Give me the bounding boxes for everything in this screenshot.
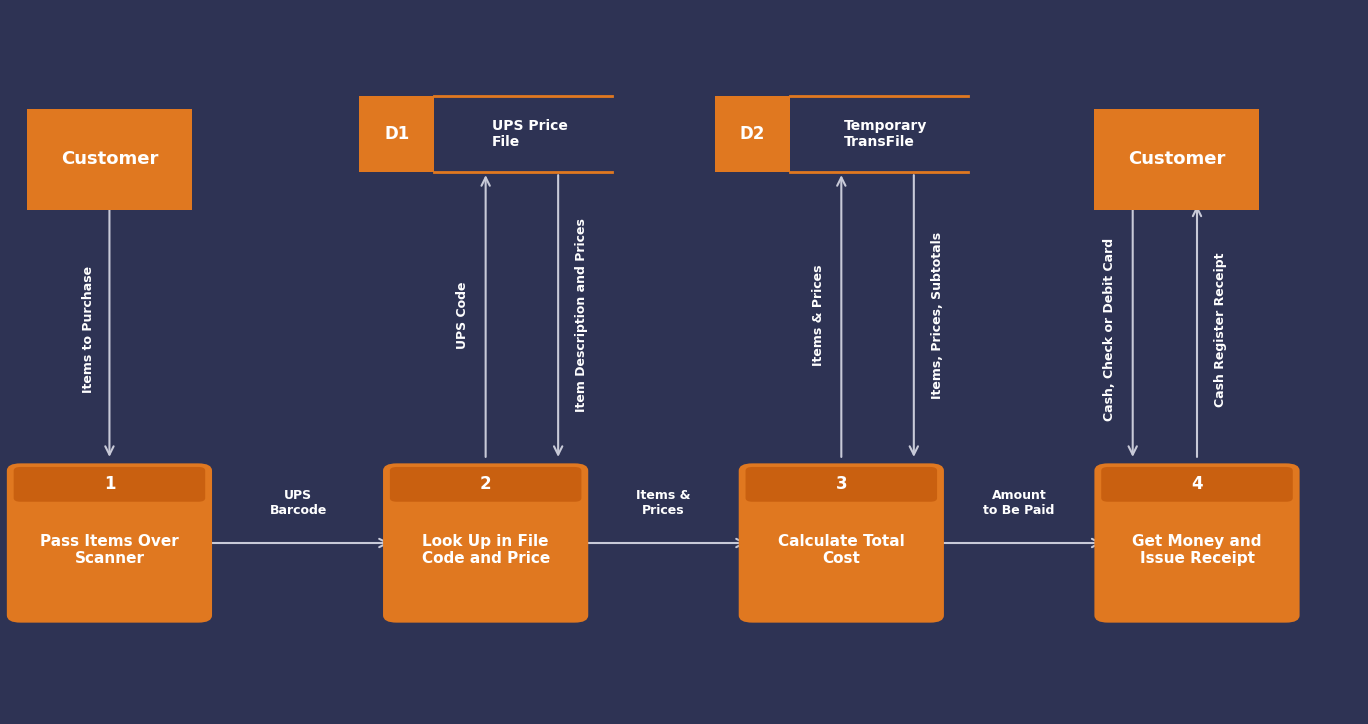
Text: Items &
Prices: Items & Prices [636, 489, 691, 517]
FancyBboxPatch shape [1101, 467, 1293, 502]
FancyBboxPatch shape [7, 463, 212, 623]
Text: Temporary
TransFile: Temporary TransFile [844, 119, 928, 149]
Text: UPS
Barcode: UPS Barcode [269, 489, 327, 517]
Text: Customer: Customer [60, 151, 159, 168]
Text: Cash, Check or Debit Card: Cash, Check or Debit Card [1103, 238, 1116, 421]
Text: Items to Purchase: Items to Purchase [82, 266, 96, 393]
Text: Customer: Customer [1127, 151, 1226, 168]
Text: D1: D1 [384, 125, 409, 143]
FancyBboxPatch shape [390, 467, 581, 502]
Text: UPS Code: UPS Code [456, 281, 469, 349]
Text: 1: 1 [104, 476, 115, 493]
FancyBboxPatch shape [383, 463, 588, 623]
Text: Amount
to Be Paid: Amount to Be Paid [984, 489, 1055, 517]
Text: Items, Prices, Subtotals: Items, Prices, Subtotals [930, 232, 944, 398]
Text: Cash Register Receipt: Cash Register Receipt [1213, 252, 1227, 407]
Text: 3: 3 [836, 476, 847, 493]
Text: Item Description and Prices: Item Description and Prices [575, 218, 588, 412]
Text: D2: D2 [740, 125, 765, 143]
FancyBboxPatch shape [14, 467, 205, 502]
Text: 2: 2 [480, 476, 491, 493]
FancyBboxPatch shape [746, 467, 937, 502]
FancyBboxPatch shape [358, 96, 434, 172]
Text: Calculate Total
Cost: Calculate Total Cost [778, 534, 904, 566]
Text: Pass Items Over
Scanner: Pass Items Over Scanner [40, 534, 179, 566]
FancyBboxPatch shape [27, 109, 192, 210]
Text: 4: 4 [1192, 476, 1202, 493]
Text: Get Money and
Issue Receipt: Get Money and Issue Receipt [1133, 534, 1261, 566]
Text: UPS Price
File: UPS Price File [492, 119, 568, 149]
FancyBboxPatch shape [1094, 463, 1300, 623]
FancyBboxPatch shape [1094, 109, 1259, 210]
FancyBboxPatch shape [714, 96, 789, 172]
Text: Items & Prices: Items & Prices [811, 264, 825, 366]
Text: Look Up in File
Code and Price: Look Up in File Code and Price [421, 534, 550, 566]
FancyBboxPatch shape [739, 463, 944, 623]
